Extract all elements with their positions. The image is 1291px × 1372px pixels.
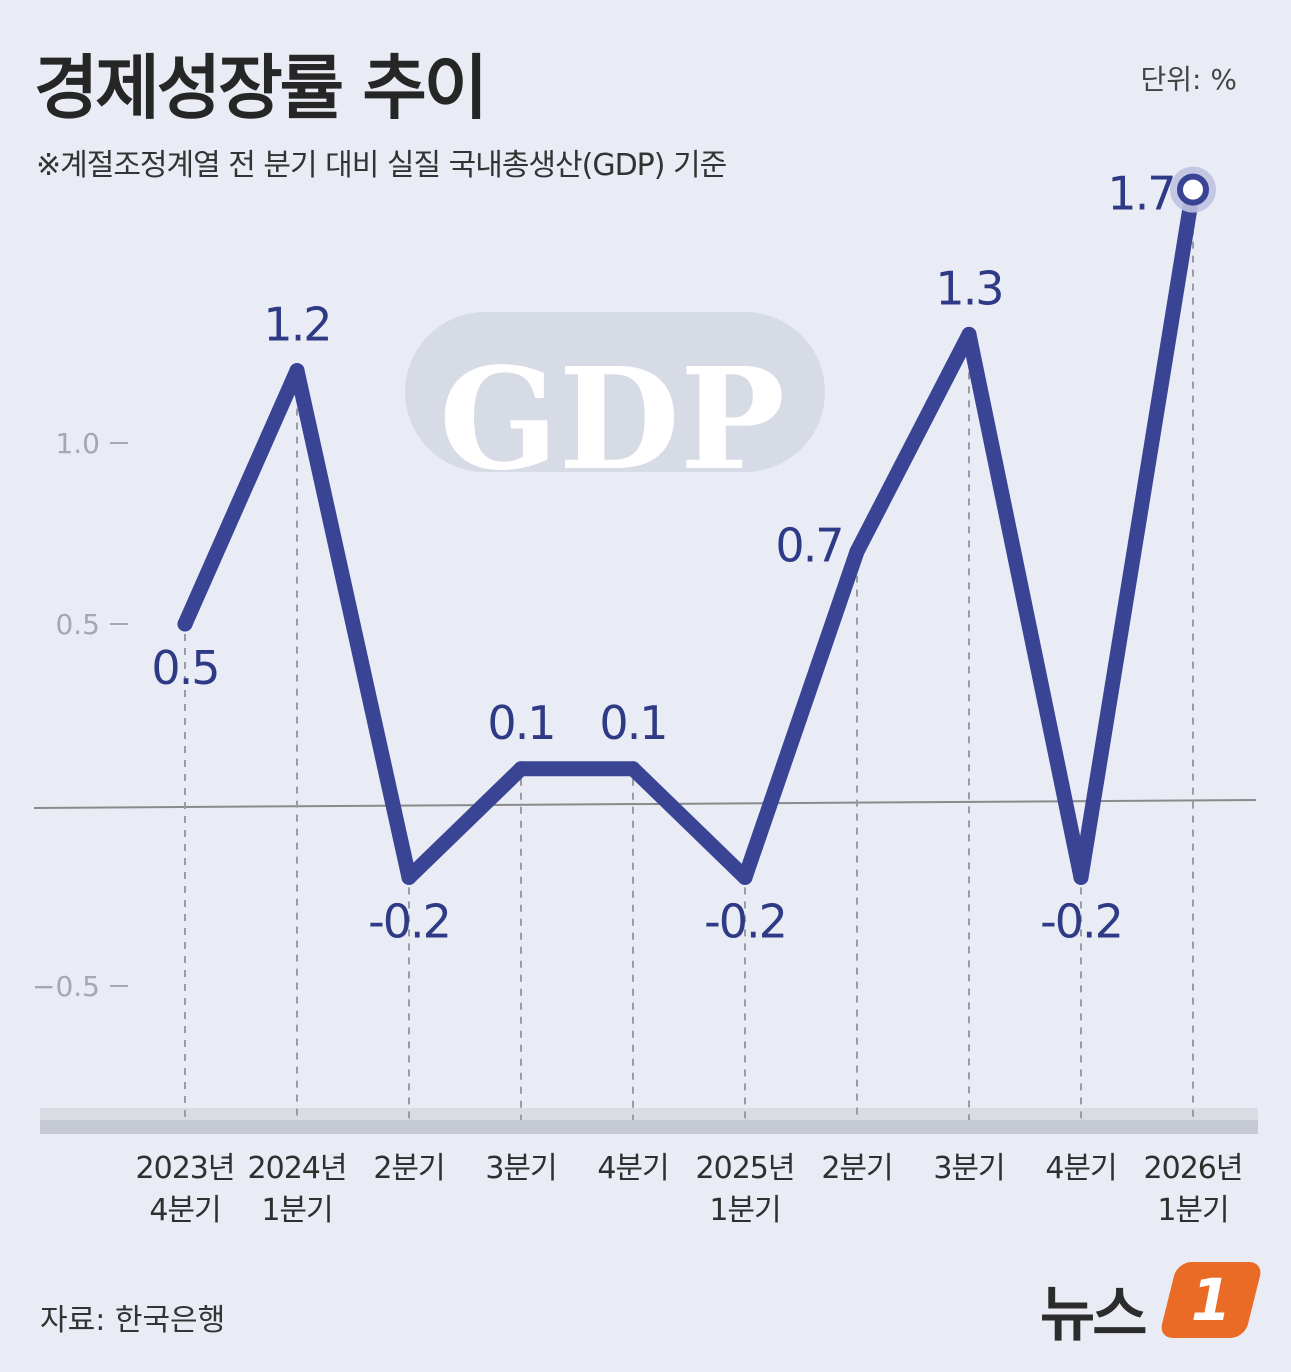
data-point — [1177, 173, 1209, 206]
x-tick-label: 2024년 — [248, 1151, 347, 1186]
x-tick-label: 4분기 — [1045, 1151, 1116, 1186]
data-point — [961, 326, 977, 342]
chart-baseline-shadow — [40, 1120, 1258, 1134]
line-chart: GDP 1.0 0.5 −0.5 0.5 1.2 -0.2 0.1 0.1 -0.2 0.7 1.… — [32, 166, 1258, 1228]
gdp-watermark: GDP — [439, 338, 785, 502]
data-label: 0.1 — [599, 696, 666, 750]
data-point — [1073, 869, 1089, 885]
x-tick-label: 1분기 — [261, 1193, 332, 1228]
data-labels: 0.5 1.2 -0.2 0.1 0.1 -0.2 0.7 1.3 -0.2 1.7 — [151, 167, 1176, 949]
logo-text: 뉴스 — [1040, 1280, 1147, 1350]
x-tick-label: 2분기 — [821, 1151, 892, 1186]
y-tick-label: −0.5 — [32, 970, 100, 1003]
guide-lines — [33, 199, 1257, 1120]
data-point — [513, 761, 529, 777]
data-point — [625, 761, 641, 777]
data-label: -0.2 — [704, 894, 786, 948]
unit-label: 단위: % — [1140, 63, 1237, 96]
y-tick-label: 0.5 — [55, 608, 100, 641]
x-tick-label: 3분기 — [933, 1151, 1004, 1186]
data-point — [289, 363, 305, 379]
data-point — [737, 869, 753, 885]
x-tick-label: 3분기 — [485, 1151, 556, 1186]
x-tick-label: 4분기 — [597, 1151, 668, 1186]
x-tick-label: 2026년 — [1144, 1151, 1243, 1186]
data-label: 0.7 — [775, 519, 842, 573]
data-point — [177, 616, 193, 632]
x-axis: 2023년 4분기 2024년 1분기 2분기 3분기 4분기 2025년 1분기 2분기 3분기 4… — [136, 1151, 1244, 1228]
markers — [177, 166, 1216, 885]
data-label: 1.2 — [263, 298, 330, 352]
data-label: -0.2 — [1040, 894, 1122, 948]
source-note: 자료: 한국은행 — [40, 1303, 226, 1338]
logo-badge: 1 — [1158, 1262, 1264, 1338]
x-tick-label: 2분기 — [373, 1151, 444, 1186]
data-label: 1.7 — [1107, 167, 1174, 221]
data-label: -0.2 — [368, 894, 450, 948]
data-label: 1.3 — [935, 261, 1002, 315]
x-tick-label: 4분기 — [149, 1193, 220, 1228]
data-label: 0.1 — [487, 696, 554, 750]
data-point — [849, 544, 865, 560]
x-tick-label: 1분기 — [709, 1193, 780, 1228]
data-point — [401, 869, 417, 885]
x-tick-label: 1분기 — [1157, 1193, 1228, 1228]
series-line — [177, 182, 1201, 885]
series-line-group — [177, 182, 1201, 885]
data-label: 0.5 — [151, 641, 218, 695]
watermark-backdrop — [405, 312, 825, 472]
x-tick-label: 2025년 — [696, 1151, 795, 1186]
logo-badge-text: 1 — [1190, 1266, 1232, 1334]
chart-title: 경제성장률 추이 — [34, 47, 488, 129]
chart-subtitle: ※계절조정계열 전 분기 대비 실질 국내총생산(GDP) 기준 — [36, 148, 727, 183]
news1-logo: 뉴스 1 — [1040, 1258, 1270, 1350]
y-tick-label: 1.0 — [55, 427, 100, 460]
y-axis: 1.0 0.5 −0.5 — [32, 427, 128, 1003]
x-tick-label: 2023년 — [136, 1151, 235, 1186]
chart-background — [40, 312, 1258, 1134]
zero-line — [33, 799, 1257, 809]
